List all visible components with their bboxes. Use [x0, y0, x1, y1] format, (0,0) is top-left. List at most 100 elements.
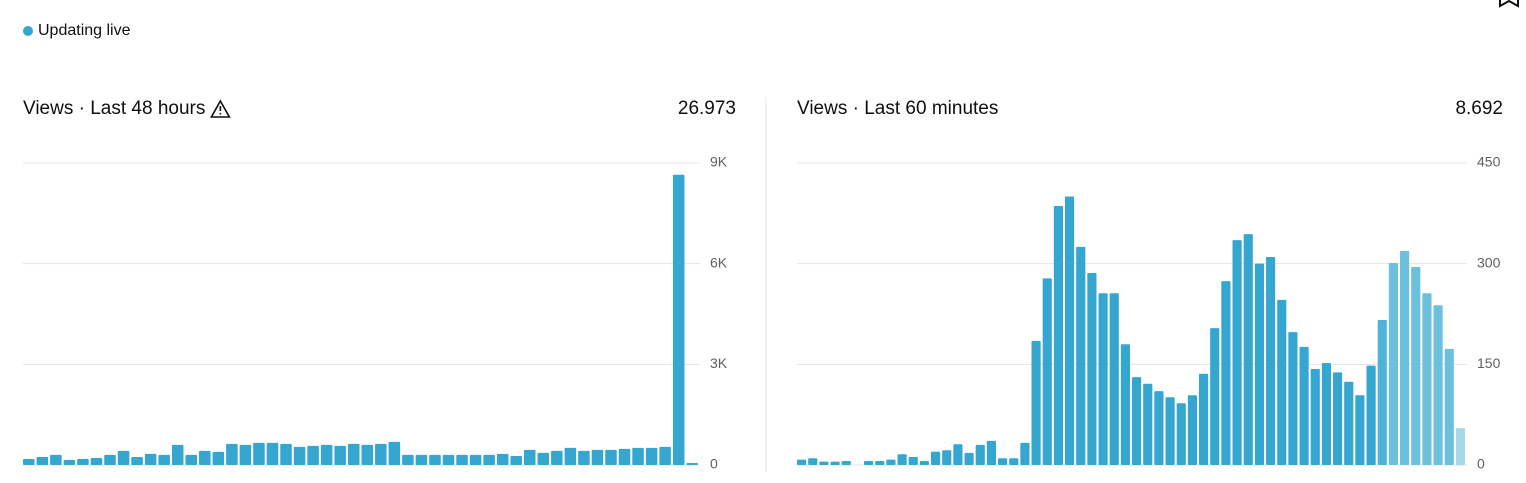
bar [1020, 442, 1030, 465]
bar [171, 444, 184, 465]
bar [483, 454, 495, 465]
total-views: 8.692 [1455, 98, 1503, 119]
bar [266, 442, 279, 465]
chart-title: Views · Last 48 hours [23, 98, 205, 119]
bar [1411, 267, 1421, 465]
bar [659, 446, 671, 465]
bar [77, 458, 89, 465]
bar [1455, 428, 1465, 465]
bar [1042, 278, 1052, 465]
chart-title: Views · Last 60 minutes [797, 98, 998, 119]
bar [1266, 256, 1276, 465]
bar [1422, 293, 1432, 465]
bar [1254, 263, 1264, 465]
bar [1366, 365, 1376, 465]
bar [975, 444, 985, 465]
bar [686, 462, 698, 465]
bar [1154, 391, 1164, 465]
bar [1321, 362, 1331, 465]
bar [942, 450, 952, 465]
bar [1187, 395, 1197, 465]
bar [1433, 305, 1443, 465]
live-dot [23, 26, 33, 36]
bar [819, 461, 829, 465]
bar [144, 453, 157, 465]
bar [293, 446, 306, 465]
bar [117, 450, 130, 465]
bar [104, 454, 116, 465]
y-tick-label: 3K [710, 355, 728, 371]
bar [1109, 293, 1119, 465]
bar [131, 456, 143, 465]
bar [347, 443, 360, 465]
bar [469, 454, 482, 465]
bar [645, 447, 658, 465]
bar [1444, 348, 1454, 465]
bar [226, 443, 238, 465]
bookmark-icon[interactable] [1499, 0, 1519, 8]
bar [496, 453, 509, 465]
y-tick-label: 0 [710, 456, 718, 472]
bar [605, 449, 617, 465]
bar [1400, 250, 1410, 465]
bar [1243, 234, 1253, 465]
bar [1221, 281, 1231, 465]
bar [830, 461, 840, 465]
bar [1053, 205, 1063, 465]
bar [1087, 273, 1097, 465]
bar [986, 440, 996, 465]
bar [551, 450, 563, 465]
bar [334, 445, 346, 465]
bar [442, 454, 455, 465]
bar [1199, 373, 1209, 465]
bar [456, 454, 468, 465]
bar [953, 444, 963, 465]
bar [1176, 403, 1186, 465]
bar [1355, 395, 1365, 465]
bar [578, 450, 590, 465]
bar [212, 451, 225, 465]
bar [253, 442, 265, 465]
y-tick-label: 300 [1477, 254, 1501, 270]
bar [897, 454, 907, 465]
bar [1310, 369, 1320, 465]
y-tick-label: 9K [710, 154, 728, 170]
bar [280, 443, 292, 465]
bar [429, 454, 441, 465]
bar [402, 454, 414, 465]
total-views: 26.973 [678, 98, 736, 119]
y-tick-label: 450 [1477, 154, 1501, 170]
bar [63, 459, 76, 465]
bar [537, 452, 550, 465]
bar [36, 456, 49, 465]
bar [1388, 262, 1398, 465]
bar [375, 443, 387, 465]
bar [1143, 383, 1153, 465]
bar [1132, 377, 1142, 465]
bar [1165, 397, 1175, 465]
bar [361, 444, 374, 465]
y-tick-label: 150 [1477, 355, 1501, 371]
bar [523, 449, 536, 465]
bar [864, 460, 874, 465]
bar [1098, 293, 1108, 465]
bar [875, 460, 885, 465]
bar [1232, 240, 1242, 465]
bar [510, 455, 522, 465]
bar [1120, 344, 1130, 465]
live-status: Updating live [38, 22, 131, 39]
bar [908, 456, 918, 465]
bar [50, 454, 62, 465]
bar [632, 447, 644, 465]
bar [998, 458, 1008, 465]
bar [320, 444, 333, 465]
bar [199, 450, 211, 465]
bar [1277, 299, 1287, 465]
bar [672, 174, 685, 465]
bar [1333, 372, 1343, 465]
bar [618, 448, 631, 465]
bar [388, 441, 401, 465]
bar [1377, 320, 1387, 465]
y-tick-label: 6K [710, 254, 728, 270]
bar [808, 458, 818, 465]
